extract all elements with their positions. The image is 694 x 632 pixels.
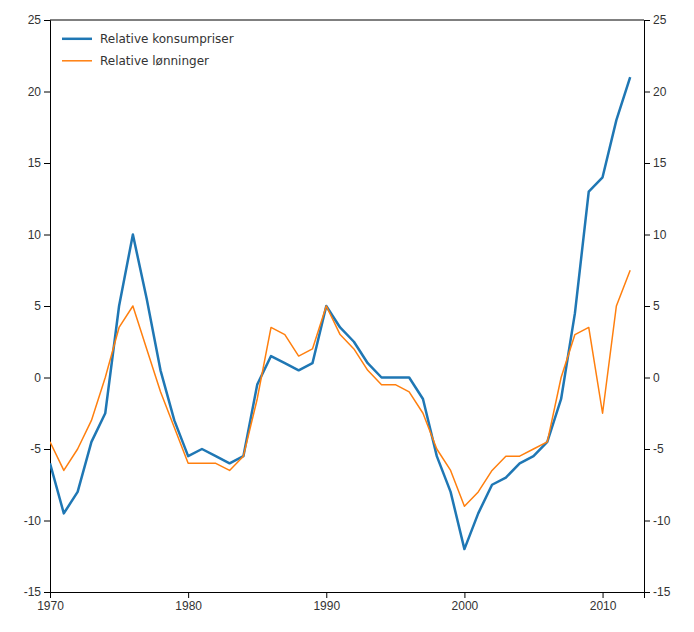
- tick: 20: [644, 85, 667, 99]
- tick-label: 15: [653, 156, 667, 170]
- tick: 25: [28, 13, 50, 27]
- tick-label: 25: [28, 13, 42, 27]
- tick-label: 0: [653, 371, 660, 385]
- tick: 5: [34, 299, 50, 313]
- tick-mark: [44, 20, 50, 21]
- tick-mark: [44, 235, 50, 236]
- tick-mark: [644, 449, 650, 450]
- tick-label: 2010: [590, 599, 617, 613]
- axis-line: [51, 593, 645, 599]
- plot: 19701980199020002010-15-10-50510152025-1…: [24, 13, 671, 612]
- tick: 2000: [452, 592, 479, 613]
- tick-mark: [44, 163, 50, 164]
- tick-label: -10: [24, 514, 42, 528]
- tick: 20: [28, 85, 50, 99]
- tick-label: 2000: [452, 599, 479, 613]
- tick-label: 1990: [313, 599, 340, 613]
- tick-mark: [44, 521, 50, 522]
- tick-label: 20: [28, 85, 42, 99]
- tick: 5: [644, 299, 660, 313]
- tick-label: -15: [653, 585, 671, 599]
- tick-mark: [644, 306, 650, 307]
- y-axis: -15 -10 -5 0 5 10 15 20 25: [24, 13, 51, 599]
- tick: 0: [34, 371, 50, 385]
- tick-mark: [644, 521, 650, 522]
- tick-mark: [44, 92, 50, 93]
- tick: -5: [644, 442, 664, 456]
- x-axis: 1970 1980 1990 2000 2010: [37, 592, 644, 613]
- tick-mark: [644, 592, 650, 593]
- tick-label: -10: [653, 514, 671, 528]
- tick-label: 1970: [37, 599, 64, 613]
- tick-label: -15: [24, 585, 42, 599]
- tick: -15: [644, 585, 671, 599]
- tick: 1980: [175, 592, 202, 613]
- tick-label: 0: [34, 371, 41, 385]
- tick: -15: [24, 585, 50, 599]
- tick-label: -5: [653, 442, 664, 456]
- tick-label: 1980: [175, 599, 202, 613]
- frame-line: [50, 20, 644, 21]
- tick-mark: [644, 235, 650, 236]
- tick-mark: [44, 306, 50, 307]
- legend: Relative konsumpriser Relative lønninger: [62, 32, 234, 68]
- series-line: [50, 77, 630, 549]
- tick-mark: [464, 592, 465, 598]
- series-lines: [50, 77, 630, 549]
- tick-label: -5: [30, 442, 41, 456]
- legend-label: Relative konsumpriser: [100, 32, 234, 46]
- tick: 10: [644, 228, 667, 242]
- tick-mark: [603, 592, 604, 598]
- tick-mark: [44, 449, 50, 450]
- tick-label: 5: [653, 299, 660, 313]
- tick: 25: [644, 13, 667, 27]
- tick: 1970: [37, 592, 64, 613]
- tick-mark: [644, 92, 650, 93]
- tick: 10: [28, 228, 50, 242]
- tick: 15: [644, 156, 667, 170]
- tick-mark: [44, 592, 50, 593]
- legend-item: Relative lønninger: [62, 54, 209, 68]
- tick: 2010: [590, 592, 617, 613]
- tick-label: 20: [653, 85, 667, 99]
- tick-mark: [44, 378, 50, 379]
- tick: 15: [28, 156, 50, 170]
- legend-label: Relative lønninger: [100, 54, 209, 68]
- tick-mark: [644, 378, 650, 379]
- tick-mark: [644, 163, 650, 164]
- tick: -10: [644, 514, 671, 528]
- series-line: [50, 270, 630, 506]
- tick: -5: [30, 442, 50, 456]
- tick-mark: [644, 20, 650, 21]
- tick-label: 5: [34, 299, 41, 313]
- tick-label: 25: [653, 13, 667, 27]
- legend-swatch: [62, 38, 92, 41]
- tick-label: 10: [28, 228, 42, 242]
- tick: 0: [644, 371, 660, 385]
- tick: -10: [24, 514, 50, 528]
- tick-mark: [188, 592, 189, 598]
- tick: 1990: [313, 592, 340, 613]
- tick-mark: [326, 592, 327, 598]
- tick-label: 15: [28, 156, 42, 170]
- chart: 19701980199020002010-15-10-50510152025-1…: [0, 0, 694, 632]
- axis-line: [645, 21, 651, 593]
- axis-line: [44, 21, 51, 593]
- y2-axis: -15 -10 -5 0 5 10 15 20 25: [644, 13, 671, 599]
- legend-swatch: [62, 60, 92, 62]
- tick-label: 10: [653, 228, 667, 242]
- legend-item: Relative konsumpriser: [62, 32, 234, 46]
